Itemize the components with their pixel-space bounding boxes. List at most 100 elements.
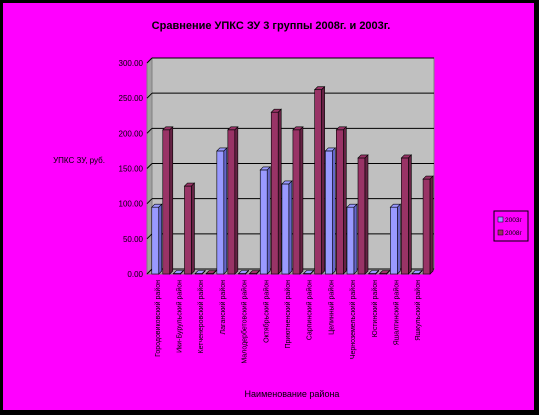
bar-side bbox=[310, 269, 314, 275]
bar-side bbox=[299, 126, 304, 275]
bar-side bbox=[266, 166, 271, 275]
bar bbox=[162, 126, 174, 275]
x-tick-label: Целинный район bbox=[327, 280, 335, 335]
bar-front bbox=[227, 129, 236, 275]
x-tick-label: Малодербетовский район bbox=[241, 280, 249, 364]
bar-side bbox=[397, 203, 401, 275]
bar-side bbox=[364, 154, 369, 275]
y-axis-label: УПКС ЗУ, руб. bbox=[53, 156, 105, 165]
bar-side bbox=[245, 269, 249, 275]
gridline-side bbox=[146, 92, 153, 99]
legend-swatch bbox=[497, 229, 504, 236]
bar-side bbox=[180, 269, 184, 275]
x-tick-label: Приютненский район bbox=[284, 280, 292, 349]
chart-title: Сравнение УПКС ЗУ 3 группы 2008г. и 2003… bbox=[152, 20, 391, 32]
bar bbox=[205, 269, 217, 275]
bar-side bbox=[169, 126, 174, 275]
bar-front bbox=[292, 129, 301, 275]
bar-side bbox=[375, 269, 379, 275]
bar bbox=[172, 269, 185, 275]
bar bbox=[324, 147, 337, 275]
y-tick-label: 100.00 bbox=[119, 200, 144, 209]
bar-front bbox=[346, 206, 355, 275]
bar bbox=[346, 203, 358, 275]
bar-side bbox=[429, 175, 434, 275]
bar bbox=[357, 154, 369, 275]
bar-side bbox=[418, 269, 423, 275]
bar-front bbox=[422, 178, 431, 275]
bar bbox=[378, 269, 391, 275]
bar bbox=[237, 269, 250, 275]
bar-front bbox=[151, 206, 160, 275]
bar bbox=[216, 147, 228, 275]
x-tick-label: Яшалтинский район bbox=[392, 280, 400, 346]
bar bbox=[422, 175, 434, 275]
bar bbox=[389, 203, 402, 275]
bar-side bbox=[212, 269, 217, 275]
bar-front bbox=[325, 150, 333, 275]
legend-box bbox=[493, 210, 529, 242]
x-tick-label: Октябрьский район bbox=[262, 280, 270, 343]
x-tick-label: Ики-Бурульский район bbox=[176, 280, 184, 353]
bar-side bbox=[256, 269, 260, 275]
bar-side bbox=[158, 203, 163, 275]
bar bbox=[248, 269, 261, 275]
bar-side bbox=[234, 126, 239, 275]
bar bbox=[400, 154, 413, 275]
bar bbox=[227, 126, 239, 275]
bar-side bbox=[321, 86, 325, 275]
x-tick-label: Городовиковский район bbox=[154, 280, 162, 357]
bar bbox=[313, 86, 326, 275]
y-tick-label: 250.00 bbox=[119, 94, 144, 103]
bar bbox=[183, 182, 196, 275]
bar-front bbox=[390, 206, 398, 275]
bar bbox=[411, 269, 423, 275]
x-tick-label: Сарпинский район bbox=[306, 280, 314, 340]
bar bbox=[194, 269, 206, 275]
y-tick-label: 150.00 bbox=[119, 165, 144, 174]
bar-front bbox=[270, 111, 279, 275]
bar-side bbox=[201, 269, 206, 275]
gridline-side bbox=[146, 163, 153, 169]
bar-side bbox=[223, 147, 228, 275]
bar-side bbox=[332, 147, 336, 275]
y-tick-label: 300.00 bbox=[119, 59, 144, 68]
chart-area: Сравнение УПКС ЗУ 3 группы 2008г. и 2003… bbox=[3, 3, 534, 410]
y-tick-label: 50.00 bbox=[123, 235, 144, 244]
plot-area: 0.00 50.00 100.00 150.00 200.00 250.00 300.00 Г… bbox=[119, 56, 436, 364]
bar bbox=[335, 126, 348, 275]
y-tick-label: 200.00 bbox=[119, 129, 144, 138]
legend-label: 2003г bbox=[505, 217, 522, 224]
x-tick-label: Кетченеровский район bbox=[197, 280, 205, 354]
y-tick-label: 0.00 bbox=[127, 270, 143, 279]
bar-front bbox=[357, 157, 366, 275]
bar-chart: Сравнение УПКС ЗУ 3 группы 2008г. и 2003… bbox=[53, 20, 529, 399]
bar bbox=[367, 269, 380, 275]
bar-side bbox=[191, 182, 195, 275]
bar-front bbox=[281, 183, 290, 275]
bar bbox=[270, 108, 282, 275]
gridline-side bbox=[146, 198, 153, 205]
bar-front bbox=[336, 129, 344, 275]
bar-front bbox=[162, 129, 171, 275]
bar bbox=[151, 203, 163, 275]
bar-side bbox=[353, 203, 358, 275]
bar-front bbox=[259, 169, 268, 275]
x-tick-label: Яшкульский район bbox=[414, 280, 422, 341]
x-tick-label: Юстинский район bbox=[371, 280, 379, 337]
bar-side bbox=[408, 154, 412, 275]
bar bbox=[281, 180, 293, 275]
legend: 2003г 2008г bbox=[493, 210, 529, 242]
gridline-side bbox=[146, 57, 153, 64]
gridline-side bbox=[146, 127, 153, 134]
bar-side bbox=[386, 269, 390, 275]
bar-side bbox=[288, 180, 293, 275]
bar-side bbox=[277, 108, 282, 275]
bar-front bbox=[216, 150, 225, 275]
legend-swatch bbox=[497, 216, 504, 223]
bar-front bbox=[184, 185, 192, 275]
bar bbox=[259, 166, 271, 275]
bar bbox=[302, 269, 315, 275]
bar-side bbox=[343, 126, 347, 275]
